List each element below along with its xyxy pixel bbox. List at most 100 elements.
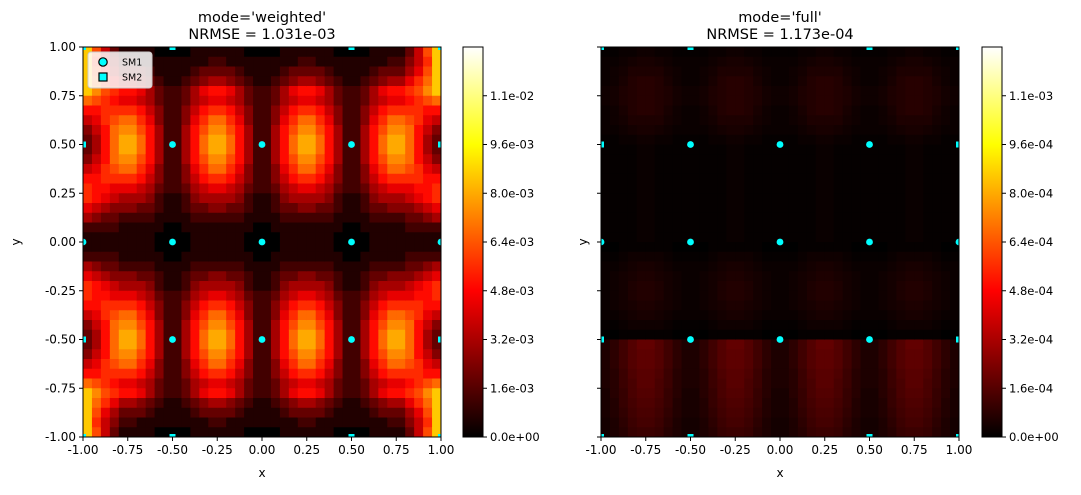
- heatmap-cell: [887, 242, 897, 253]
- heatmap-cell: [423, 173, 433, 185]
- heatmap-cell: [941, 144, 951, 155]
- heatmap-cell: [91, 95, 102, 107]
- heatmap-cell: [217, 193, 227, 204]
- sm2-point: [438, 336, 441, 343]
- heatmap-cell: [762, 56, 772, 68]
- heatmap-cell: [432, 222, 441, 233]
- heatmap-cell: [654, 290, 665, 302]
- heatmap-cell: [432, 300, 441, 311]
- heatmap-cell: [199, 164, 209, 175]
- heatmap-cell: [387, 281, 397, 292]
- heatmap-cell: [833, 398, 844, 409]
- heatmap-cell: [360, 144, 370, 155]
- heatmap-cell: [244, 349, 254, 360]
- heatmap-cell: [405, 86, 415, 97]
- heatmap-cell: [315, 86, 326, 97]
- heatmap-cell: [941, 105, 951, 116]
- heatmap-cell: [878, 271, 888, 282]
- heatmap-cell: [369, 56, 379, 68]
- title-full-line2: NRMSE = 1.173e-04: [706, 27, 853, 43]
- heatmap-cell: [83, 212, 93, 224]
- heatmap-cell: [663, 388, 674, 399]
- heatmap-cell: [279, 261, 290, 272]
- heatmap-cell: [163, 281, 174, 292]
- heatmap-cell: [887, 339, 897, 350]
- heatmap-cell: [109, 95, 120, 107]
- heatmap-cell: [923, 388, 933, 399]
- heatmap-cell: [208, 339, 218, 350]
- heatmap-cell: [262, 183, 272, 194]
- heatmap-cell: [726, 310, 736, 321]
- heatmap-cell: [315, 310, 326, 321]
- heatmap-cell: [297, 86, 308, 97]
- heatmap-cell: [297, 329, 308, 341]
- heatmap-cell: [432, 95, 441, 107]
- x-tick-label: -0.25: [720, 443, 751, 457]
- heatmap-cell: [717, 242, 727, 253]
- heatmap-cell: [199, 154, 209, 165]
- heatmap-cell: [896, 271, 906, 282]
- heatmap-cell: [100, 398, 111, 409]
- heatmap-cell: [91, 359, 102, 370]
- heatmap-cell: [735, 417, 745, 428]
- heatmap-cell: [690, 193, 701, 204]
- heatmap-cell: [154, 164, 165, 175]
- heatmap-cell: [253, 271, 263, 282]
- heatmap-cell: [91, 115, 102, 126]
- heatmap-cell: [681, 349, 692, 360]
- heatmap-cell: [181, 378, 191, 389]
- heatmap-cell: [405, 329, 415, 341]
- heatmap-cell: [414, 359, 424, 370]
- heatmap-cell: [950, 398, 959, 409]
- heatmap-cell: [708, 86, 718, 97]
- heatmap-cell: [672, 359, 683, 370]
- heatmap-cell: [181, 232, 191, 243]
- heatmap-cell: [136, 251, 147, 263]
- heatmap-cell: [217, 76, 227, 87]
- heatmap-cell: [208, 183, 218, 194]
- heatmap-cell: [601, 154, 611, 165]
- heatmap-cell: [905, 144, 915, 155]
- heatmap-cell: [726, 134, 736, 146]
- heatmap-cell: [717, 203, 727, 214]
- heatmap-cell: [262, 271, 272, 282]
- heatmap-cell: [681, 271, 692, 282]
- heatmap-cell: [244, 183, 254, 194]
- heatmap-cell: [100, 320, 111, 331]
- heatmap-cell: [833, 222, 844, 233]
- heatmap-cell: [950, 76, 959, 87]
- heatmap-cell: [109, 349, 120, 360]
- heatmap-cell: [726, 86, 736, 97]
- heatmap-cell: [645, 212, 656, 224]
- heatmap-cell: [226, 251, 236, 263]
- heatmap-cell: [932, 310, 942, 321]
- heatmap-cell: [717, 66, 727, 77]
- heatmap-cell: [306, 310, 317, 321]
- heatmap-cell: [601, 95, 611, 107]
- heatmap-cell: [190, 339, 200, 350]
- heatmap-cell: [324, 388, 335, 399]
- heatmap-cell: [672, 164, 683, 175]
- heatmap-cell: [396, 193, 406, 204]
- heatmap-cell: [405, 47, 415, 58]
- heatmap-cell: [601, 427, 611, 437]
- heatmap-cell: [432, 212, 441, 224]
- heatmap-cell: [315, 56, 326, 68]
- heatmap-cell: [726, 193, 736, 204]
- colorbar-tick-label: 1.6e-04: [1009, 381, 1053, 395]
- heatmap-cell: [172, 320, 183, 331]
- heatmap-cell: [432, 232, 441, 243]
- heatmap-cell: [744, 154, 754, 165]
- heatmap-cell: [297, 427, 308, 437]
- heatmap-cell: [672, 378, 683, 389]
- heatmap-cell: [244, 144, 254, 155]
- heatmap-cell: [253, 261, 263, 272]
- heatmap-cell: [681, 105, 692, 116]
- heatmap-cell: [717, 359, 727, 370]
- heatmap-cell: [342, 222, 353, 233]
- heatmap-cell: [127, 144, 138, 155]
- heatmap-cell: [815, 300, 826, 311]
- heatmap-cell: [118, 290, 129, 302]
- heatmap-cell: [735, 281, 745, 292]
- heatmap-cell: [771, 154, 781, 165]
